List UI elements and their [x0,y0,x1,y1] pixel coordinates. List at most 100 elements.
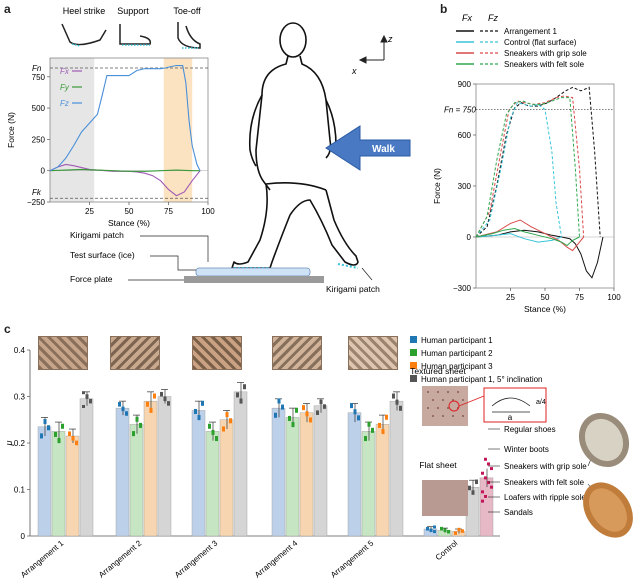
chart-c-point [146,401,149,405]
chart-c-point [475,479,478,483]
chart-a-ytick-label: −250 [27,198,46,207]
chart-c-point [75,442,78,446]
chart-c-point [163,398,167,402]
chart-a-legend-fy: Fy [60,83,70,92]
chart-c-point [378,424,381,428]
chart-c-point [243,384,246,388]
legend-c-item-3: Human participant 1, 5° inclination [421,375,543,384]
shoe-label-2: Sneakers with grip sole [504,462,587,471]
foot-support-icon [119,24,152,46]
phase-shade-heel-strike [50,58,95,202]
chart-c-point [68,431,71,435]
chart-c-bar [37,426,52,537]
chart-a-ytick-label: 750 [32,73,46,82]
chart-c-point [309,417,312,421]
chart-a-legend-fz: Fz [60,99,69,108]
chart-c-bar [347,412,362,537]
chart-c-bar [451,531,466,537]
chart-c-point [381,431,385,435]
chart-c-point [153,395,156,399]
axis-indicator [358,34,388,64]
chart-c-point [288,417,291,421]
chart-c-point [481,490,484,494]
chart-c-point [125,412,128,416]
chart-c-point [121,408,125,412]
chart-c-ytick-label: 0.1 [14,486,26,495]
chart-c-point [167,402,170,406]
panel-c-legend: Human participant 1 Human participant 2 Hu… [410,336,543,384]
legend-b-item-1: Control (flat surface) [504,38,577,47]
chart-c-point [47,427,50,431]
chart-c-bar [65,435,80,537]
chart-c-point [149,407,153,411]
panel-letter-c: c [4,322,11,336]
walk-label: Walk [372,144,395,155]
chart-c-point [160,393,163,397]
chart-b-ytick-label: 900 [458,80,472,89]
chart-c-bar [299,412,314,537]
chart-c-point [440,526,443,530]
chart-c-point [395,399,399,403]
textured-sheet-dots [427,391,464,417]
chart-c-point [392,393,395,397]
chart-a-xtick-label: 25 [85,207,94,216]
chart-c-point [47,425,50,429]
chart-c-bar [143,400,158,537]
chart-a-ytick-label: 500 [32,104,46,113]
chart-c-bar [285,417,300,537]
chart-c-point [201,402,204,406]
phase-label-heel-strike: Heel strike [63,6,106,16]
chart-c-point [54,431,57,435]
chart-c-point [316,411,319,415]
chart-c-point [61,425,64,429]
flat-sheet-label: Flat sheet [419,460,457,470]
chart-c-point [57,438,61,442]
chart-c-point [89,400,92,404]
panel-c-friction-chart: 0 0.1 0.2 0.3 0.4 μ Arrangement 1 Arrangement 2… [4,346,500,580]
chart-c-point [85,394,89,398]
texture-photo-arrangement-4 [272,336,322,370]
chart-c-point [295,407,298,411]
chart-c-bar [313,405,328,537]
chart-c-point [277,400,281,404]
chart-c-point [461,529,464,533]
chart-b-series-0 [475,86,601,238]
chart-c-point [350,403,353,407]
shoe-labels: Regular shoes Winter boots Sneakers with g… [488,425,597,517]
chart-c-bar [115,407,130,537]
chart-c-point [132,431,135,435]
shoe-label-1: Winter boots [504,445,549,454]
foot-heel-strike-icon [61,23,107,47]
chart-c-point [481,471,484,475]
chart-c-point [357,415,360,419]
shoe-label-0: Regular shoes [504,425,556,434]
chart-c-point [364,436,367,440]
label-kirigami-patch-2: Kirigami patch [326,284,380,294]
chart-c-point [302,407,305,411]
legend-c-swatch [410,362,417,369]
chart-c-point [135,416,139,420]
chart-a-xtick-label: 75 [164,207,173,216]
chart-c-point [118,403,121,407]
chart-c-point [132,433,135,437]
chart-c-point [239,398,243,402]
chart-c-ytick-label: 0.4 [14,346,26,355]
chart-b-fn-label: Fn = 750 [444,106,476,115]
chart-c-point [367,421,371,425]
chart-c-point [281,404,284,408]
chart-c-bar [129,424,144,537]
chart-c-point [211,431,215,435]
dim-a-label: a [508,413,513,422]
legend-b-item-2: Sneakers with grip sole [504,49,587,58]
chart-c-point [316,410,319,414]
chart-b-xtick-label: 50 [541,293,550,302]
chart-a-xtick-label: 100 [201,207,215,216]
chart-c-point [490,467,493,471]
chart-c-point [236,392,239,396]
chart-c-point [85,395,89,399]
label-kirigami-patch: Kirigami patch [70,230,124,240]
legend-c-item-1: Human participant 2 [421,349,493,358]
texture-photo-arrangement-5 [348,336,398,370]
chart-c-point [229,418,232,422]
chart-c-point [367,423,371,427]
